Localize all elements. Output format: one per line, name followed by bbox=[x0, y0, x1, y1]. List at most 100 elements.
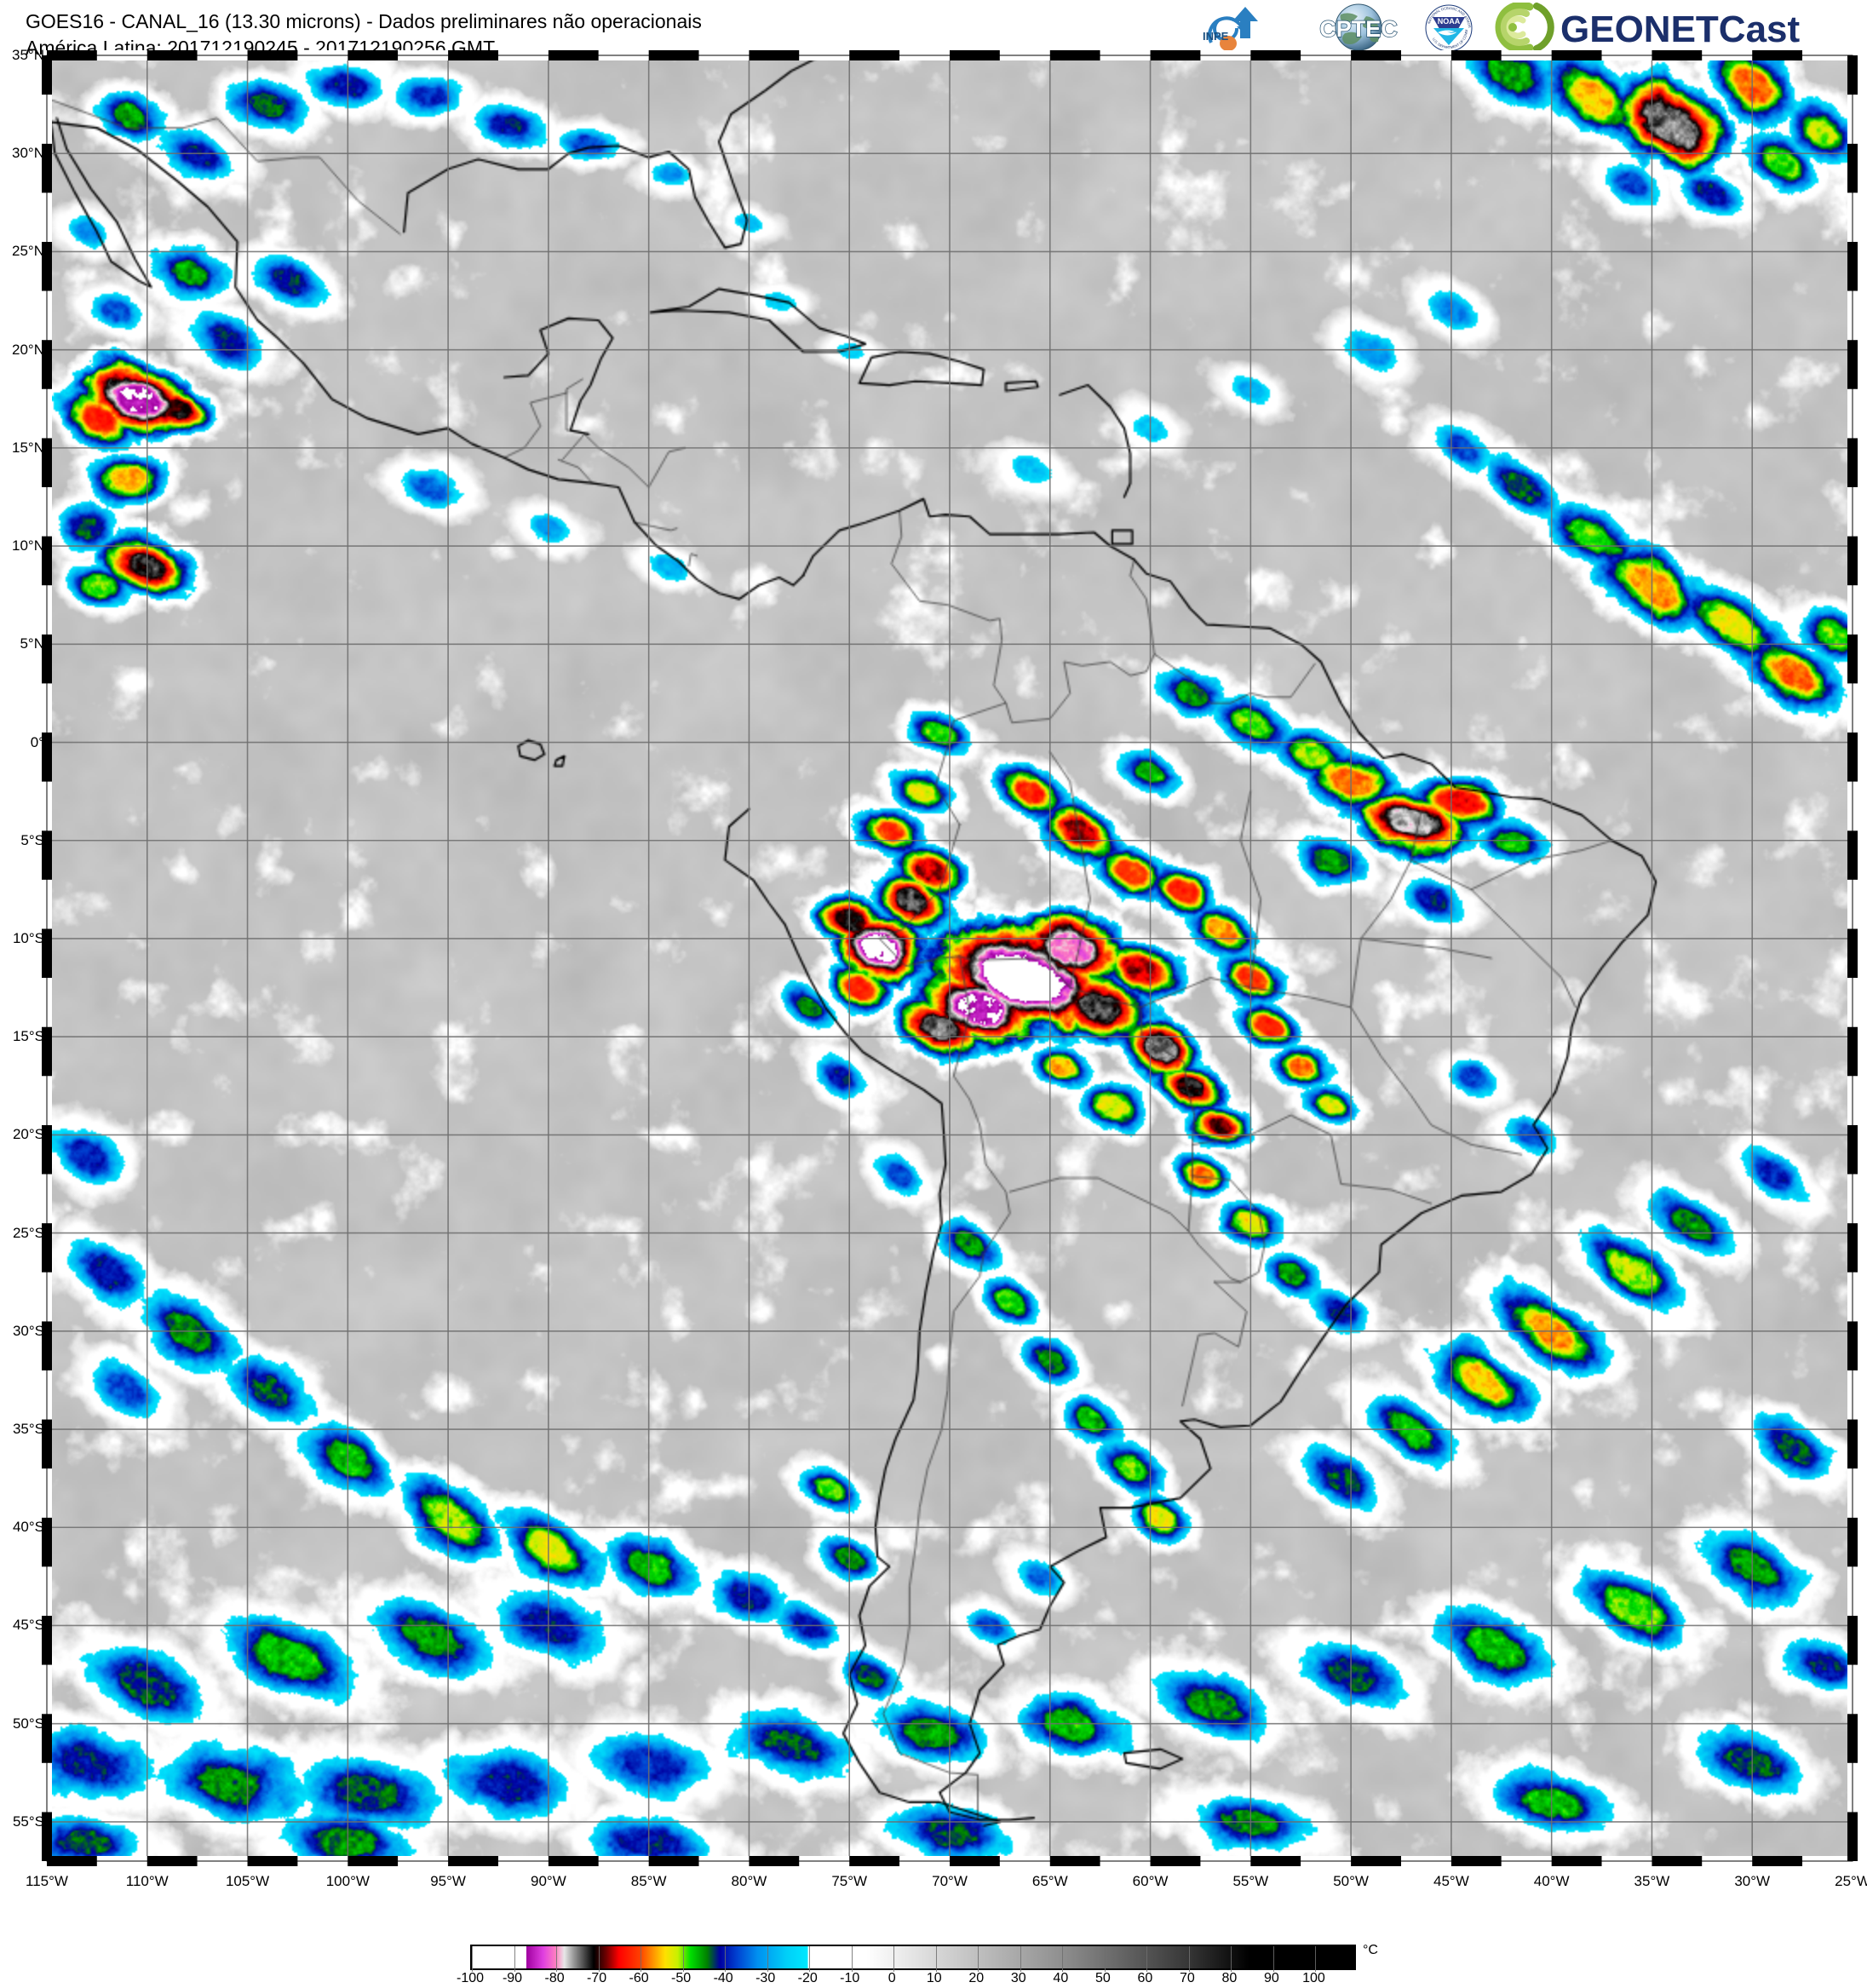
colorbar-tick-label: 60 bbox=[1137, 1971, 1153, 1985]
colorbar-tick bbox=[598, 1946, 600, 1972]
lat-tick-label: 30°N bbox=[12, 145, 44, 162]
title-block: GOES16 - CANAL_16 (13.30 microns) - Dado… bbox=[26, 9, 702, 61]
colorbar-tick bbox=[978, 1946, 979, 1972]
colorbar-tick bbox=[556, 1946, 558, 1972]
colorbar-tick-label: 20 bbox=[968, 1971, 985, 1985]
lon-tick-label: 115°W bbox=[26, 1873, 68, 1889]
colorbar-unit-label: °C bbox=[1363, 1943, 1378, 1957]
colorbar-tick-label: 0 bbox=[888, 1971, 896, 1985]
colorbar-tick-label: 10 bbox=[926, 1971, 942, 1985]
lon-tick-label: 25°W bbox=[1835, 1873, 1867, 1889]
satellite-map[interactable] bbox=[47, 55, 1853, 1861]
colorbar-tick bbox=[1231, 1946, 1232, 1972]
lon-tick-label: 55°W bbox=[1232, 1873, 1269, 1889]
colorbar-tick bbox=[767, 1946, 768, 1972]
colorbar-tick bbox=[1272, 1946, 1274, 1972]
colorbar-tick bbox=[514, 1946, 515, 1972]
lon-tick-label: 110°W bbox=[125, 1873, 169, 1889]
colorbar-tick bbox=[893, 1946, 895, 1972]
colorbar-tick-label: -60 bbox=[629, 1971, 649, 1985]
geonetcast-logo-text: GEONETCast bbox=[1560, 9, 1801, 50]
colorbar-tick-label: 30 bbox=[1010, 1971, 1026, 1985]
satellite-ir-imagery bbox=[47, 55, 1853, 1861]
lat-tick-label: 25°S bbox=[12, 1224, 44, 1241]
colorbar-tick-label: -90 bbox=[502, 1971, 523, 1985]
colorbar-tick bbox=[725, 1946, 727, 1972]
colorbar-tick bbox=[809, 1946, 811, 1972]
lat-tick-label: 5°N bbox=[20, 635, 44, 652]
colorbar-tick bbox=[1146, 1946, 1148, 1972]
colorbar-tick bbox=[935, 1946, 937, 1972]
colorbar-tick-label: 70 bbox=[1179, 1971, 1195, 1985]
lat-tick-label: 35°S bbox=[12, 1421, 44, 1438]
lon-tick-label: 60°W bbox=[1132, 1873, 1169, 1889]
lon-tick-label: 105°W bbox=[225, 1873, 270, 1889]
lat-tick-label: 55°S bbox=[12, 1813, 44, 1830]
noaa-logo: NATIONAL OCEANIC AND ATMOSPHERIC ADMINIS… bbox=[1422, 3, 1475, 52]
colorbar-tick-label: -10 bbox=[840, 1971, 860, 1985]
colorbar-tick-label: 40 bbox=[1053, 1971, 1069, 1985]
colorbar-tick bbox=[851, 1946, 853, 1972]
colorbar-ticks bbox=[472, 1946, 1358, 1972]
lat-tick-label: 45°S bbox=[12, 1617, 44, 1634]
colorbar-tick bbox=[1062, 1946, 1064, 1972]
lon-tick-label: 30°W bbox=[1734, 1873, 1771, 1889]
colorbar bbox=[470, 1945, 1358, 1972]
colorbar-tick bbox=[682, 1946, 684, 1972]
lat-tick-label: 35°N bbox=[12, 47, 44, 63]
lat-tick-label: 25°N bbox=[12, 243, 44, 260]
lat-tick-label: 30°S bbox=[12, 1322, 44, 1339]
colorbar-tick-label: 80 bbox=[1221, 1971, 1238, 1985]
lat-tick-label: 15°N bbox=[12, 439, 44, 456]
colorbar-tick-label: -40 bbox=[713, 1971, 733, 1985]
colorbar-tick-label: -100 bbox=[456, 1971, 485, 1985]
cptec-logo: CPTEC bbox=[1307, 3, 1410, 52]
lon-tick-label: 100°W bbox=[325, 1873, 370, 1889]
colorbar-tick-label: -30 bbox=[755, 1971, 776, 1985]
colorbar-tick-label: -50 bbox=[671, 1971, 692, 1985]
lat-tick-label: 20°S bbox=[12, 1126, 44, 1143]
lat-tick-label: 5°S bbox=[20, 831, 44, 848]
lon-tick-label: 80°W bbox=[731, 1873, 767, 1889]
noaa-logo-text: NOAA bbox=[1438, 17, 1461, 26]
colorbar-tick bbox=[1020, 1946, 1021, 1972]
lat-tick-label: 50°S bbox=[12, 1715, 44, 1732]
colorbar-tick-label: 50 bbox=[1094, 1971, 1111, 1985]
logo-strip: INPE bbox=[1194, 2, 1862, 53]
colorbar-tick-label: 90 bbox=[1264, 1971, 1279, 1985]
lon-tick-label: 90°W bbox=[530, 1873, 566, 1889]
lon-tick-label: 75°W bbox=[831, 1873, 868, 1889]
colorbar-tick bbox=[1315, 1946, 1317, 1972]
page-header: GOES16 - CANAL_16 (13.30 microns) - Dado… bbox=[0, 0, 1867, 59]
lat-tick-label: 0° bbox=[30, 733, 44, 750]
colorbar-gradient bbox=[472, 1946, 1354, 1968]
colorbar-tick-label: 100 bbox=[1302, 1971, 1325, 1985]
lon-tick-label: 45°W bbox=[1433, 1873, 1469, 1889]
colorbar-tick bbox=[1188, 1946, 1190, 1972]
inpe-logo: INPE bbox=[1194, 3, 1295, 52]
colorbar-tick-label: -80 bbox=[544, 1971, 565, 1985]
lon-tick-label: 65°W bbox=[1031, 1873, 1068, 1889]
colorbar-tick-label: -70 bbox=[587, 1971, 607, 1985]
colorbar-tick bbox=[1104, 1946, 1106, 1972]
inpe-logo-text: INPE bbox=[1203, 30, 1229, 43]
lon-tick-label: 40°W bbox=[1533, 1873, 1570, 1889]
title-line-1: GOES16 - CANAL_16 (13.30 microns) - Dado… bbox=[26, 10, 702, 32]
lat-tick-label: 20°N bbox=[12, 341, 44, 358]
lon-tick-label: 85°W bbox=[630, 1873, 667, 1889]
colorbar-legend: -100 -90 -80 -70 -60 -50 -40 -30 -20 -10 0 10 20 30 40… bbox=[457, 1943, 1399, 1985]
lon-tick-label: 95°W bbox=[430, 1873, 466, 1889]
colorbar-tick-label: -20 bbox=[797, 1971, 818, 1985]
colorbar-tick-labels: -100 -90 -80 -70 -60 -50 -40 -30 -20 -10 0 10 20 30 40… bbox=[457, 1971, 1356, 1988]
lon-tick-label: 35°W bbox=[1634, 1873, 1670, 1889]
lon-tick-label: 70°W bbox=[932, 1873, 968, 1889]
lat-tick-label: 40°S bbox=[12, 1519, 44, 1536]
colorbar-tick bbox=[472, 1946, 473, 1972]
lat-tick-label: 10°N bbox=[12, 537, 44, 554]
lat-tick-label: 10°S bbox=[12, 929, 44, 946]
geonetcast-logo: GEONETCast bbox=[1487, 3, 1862, 52]
lat-tick-label: 15°S bbox=[12, 1028, 44, 1045]
cptec-logo-text: CPTEC bbox=[1319, 16, 1398, 42]
lon-tick-label: 50°W bbox=[1333, 1873, 1369, 1889]
